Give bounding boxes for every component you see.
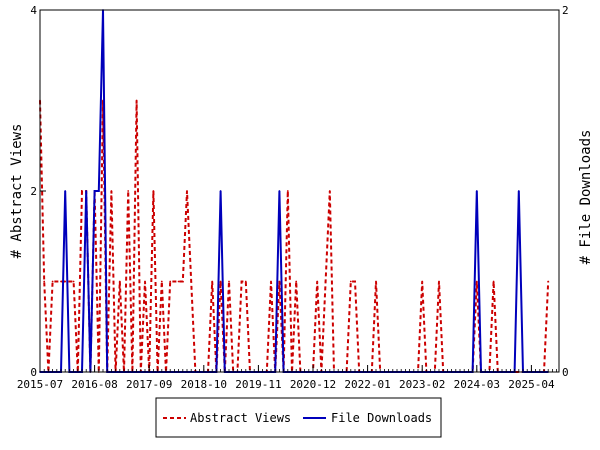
legend: Abstract Views File Downloads [155, 397, 442, 438]
series-point-abstract-views [118, 280, 121, 283]
series-point-abstract-views [375, 280, 377, 283]
series-point-abstract-views [354, 280, 356, 283]
series-point-abstract-views [244, 280, 247, 283]
series-point-file-downloads [93, 190, 96, 192]
series-point-abstract-views [81, 190, 83, 192]
series-point-file-downloads [475, 190, 478, 192]
series-point-abstract-views [135, 99, 138, 102]
series-point-abstract-views [177, 280, 180, 283]
series-point-abstract-views [127, 190, 130, 192]
series-point-abstract-views [438, 280, 440, 283]
series-point-abstract-views [475, 280, 478, 283]
x-tick-label: 2017-09 [126, 378, 172, 391]
series-point-abstract-views [270, 280, 272, 283]
series-point-abstract-views [295, 280, 298, 283]
series-point-abstract-views [43, 280, 46, 283]
series-point-file-downloads [278, 190, 281, 192]
y-left-tick-label: 0 [30, 366, 37, 379]
series-point-abstract-views [160, 280, 163, 283]
y-right-tick-label: 0 [562, 366, 569, 379]
series-point-abstract-views [328, 190, 331, 192]
series-point-file-downloads [64, 190, 67, 192]
series-point-abstract-views [68, 280, 71, 283]
y-axis-title-right: # File Downloads [578, 130, 594, 265]
series-point-abstract-views [186, 190, 188, 192]
ticks-layer: 2015-07 2016-08 2017-09 2018-10 2019-11 2020-… [17, 4, 569, 391]
x-tick-label: 2019-11 [235, 378, 281, 391]
series-point-abstract-views [211, 280, 214, 283]
series-point-abstract-views [547, 280, 550, 283]
y-left-tick-label: 2 [30, 185, 37, 198]
series-point-abstract-views [286, 190, 289, 192]
x-tick-label: 2024-03 [454, 378, 500, 391]
series-point-abstract-views [492, 280, 495, 283]
series-point-abstract-views [169, 280, 172, 283]
series-point-abstract-views [60, 280, 62, 283]
series-point-file-downloads [85, 190, 88, 192]
y-left-tick-label: 4 [30, 4, 37, 17]
series-point-abstract-views [144, 280, 146, 283]
series-point-abstract-views [152, 190, 155, 192]
series-line-abstract-views [39, 100, 550, 373]
x-tick-label: 2016-08 [71, 378, 117, 391]
y-axis-title-left: # Abstract Views [9, 124, 25, 259]
series-point-abstract-views [190, 280, 193, 283]
legend-label-abstract-views: Abstract Views [190, 411, 291, 425]
series-point-abstract-views [173, 280, 176, 283]
series-point-abstract-views [240, 280, 243, 283]
y-right-tick-label: 2 [562, 4, 569, 17]
series-point-abstract-views [349, 280, 352, 283]
series-point-abstract-views [64, 280, 67, 283]
series-layer [39, 9, 550, 373]
series-point-file-downloads [517, 190, 520, 192]
series-point-abstract-views [55, 280, 58, 283]
x-tick-label: 2025-04 [508, 378, 555, 391]
series-point-file-downloads [97, 190, 100, 192]
series-point-abstract-views [110, 190, 113, 192]
series-point-abstract-views [181, 280, 184, 283]
x-tick-label: 2023-02 [399, 378, 445, 391]
x-tick-label: 2020-12 [290, 378, 336, 391]
series-point-abstract-views [421, 280, 424, 283]
series-point-abstract-views [278, 280, 281, 283]
series-point-abstract-views [51, 280, 54, 283]
series-point-abstract-views [228, 280, 230, 283]
series-point-abstract-views [324, 280, 327, 283]
legend-box [155, 397, 442, 438]
series-point-abstract-views [72, 280, 75, 283]
x-tick-label: 2015-07 [17, 378, 63, 391]
series-point-abstract-views [219, 280, 222, 283]
x-tick-label: 2018-10 [181, 378, 227, 391]
legend-label-file-downloads: File Downloads [331, 411, 432, 425]
series-point-abstract-views [316, 280, 319, 283]
series-point-file-downloads [219, 190, 222, 192]
plot-frame [39, 9, 560, 373]
x-tick-label: 2022-01 [344, 378, 390, 391]
axis-layer [39, 9, 560, 373]
